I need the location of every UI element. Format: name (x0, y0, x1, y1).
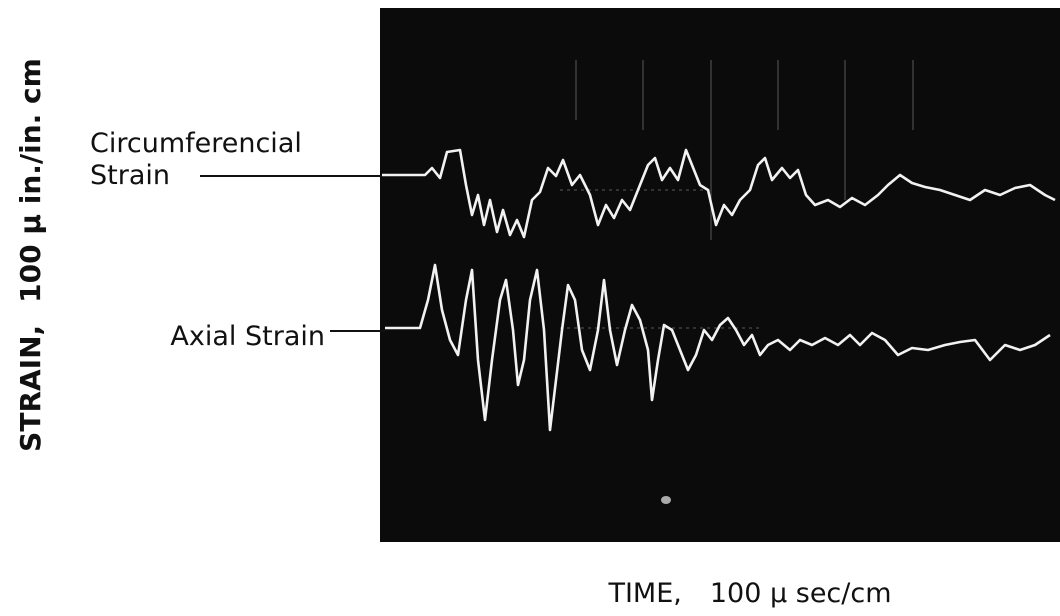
figure: Circumferencial Strain Axial Strain STRA… (0, 0, 1060, 616)
figure-canvas: Circumferencial Strain Axial Strain STRA… (0, 0, 1060, 616)
trace-label: Strain (90, 160, 170, 191)
y-axis-quantity: STRAIN, (14, 325, 47, 452)
screen-spot (661, 496, 671, 504)
trace-label: Circumferencial (90, 128, 302, 159)
y-axis-label: STRAIN, 100 μ in./in. cm (14, 58, 47, 452)
x-axis-unit: 100 μ sec/cm (710, 578, 892, 609)
trace-label: Axial Strain (170, 321, 325, 352)
x-axis-label: TIME, 100 μ sec/cm (607, 578, 891, 609)
x-axis-quantity: TIME, (607, 578, 681, 609)
y-axis-unit: 100 μ in./in. cm (14, 58, 47, 303)
oscilloscope-screen (380, 8, 1060, 542)
